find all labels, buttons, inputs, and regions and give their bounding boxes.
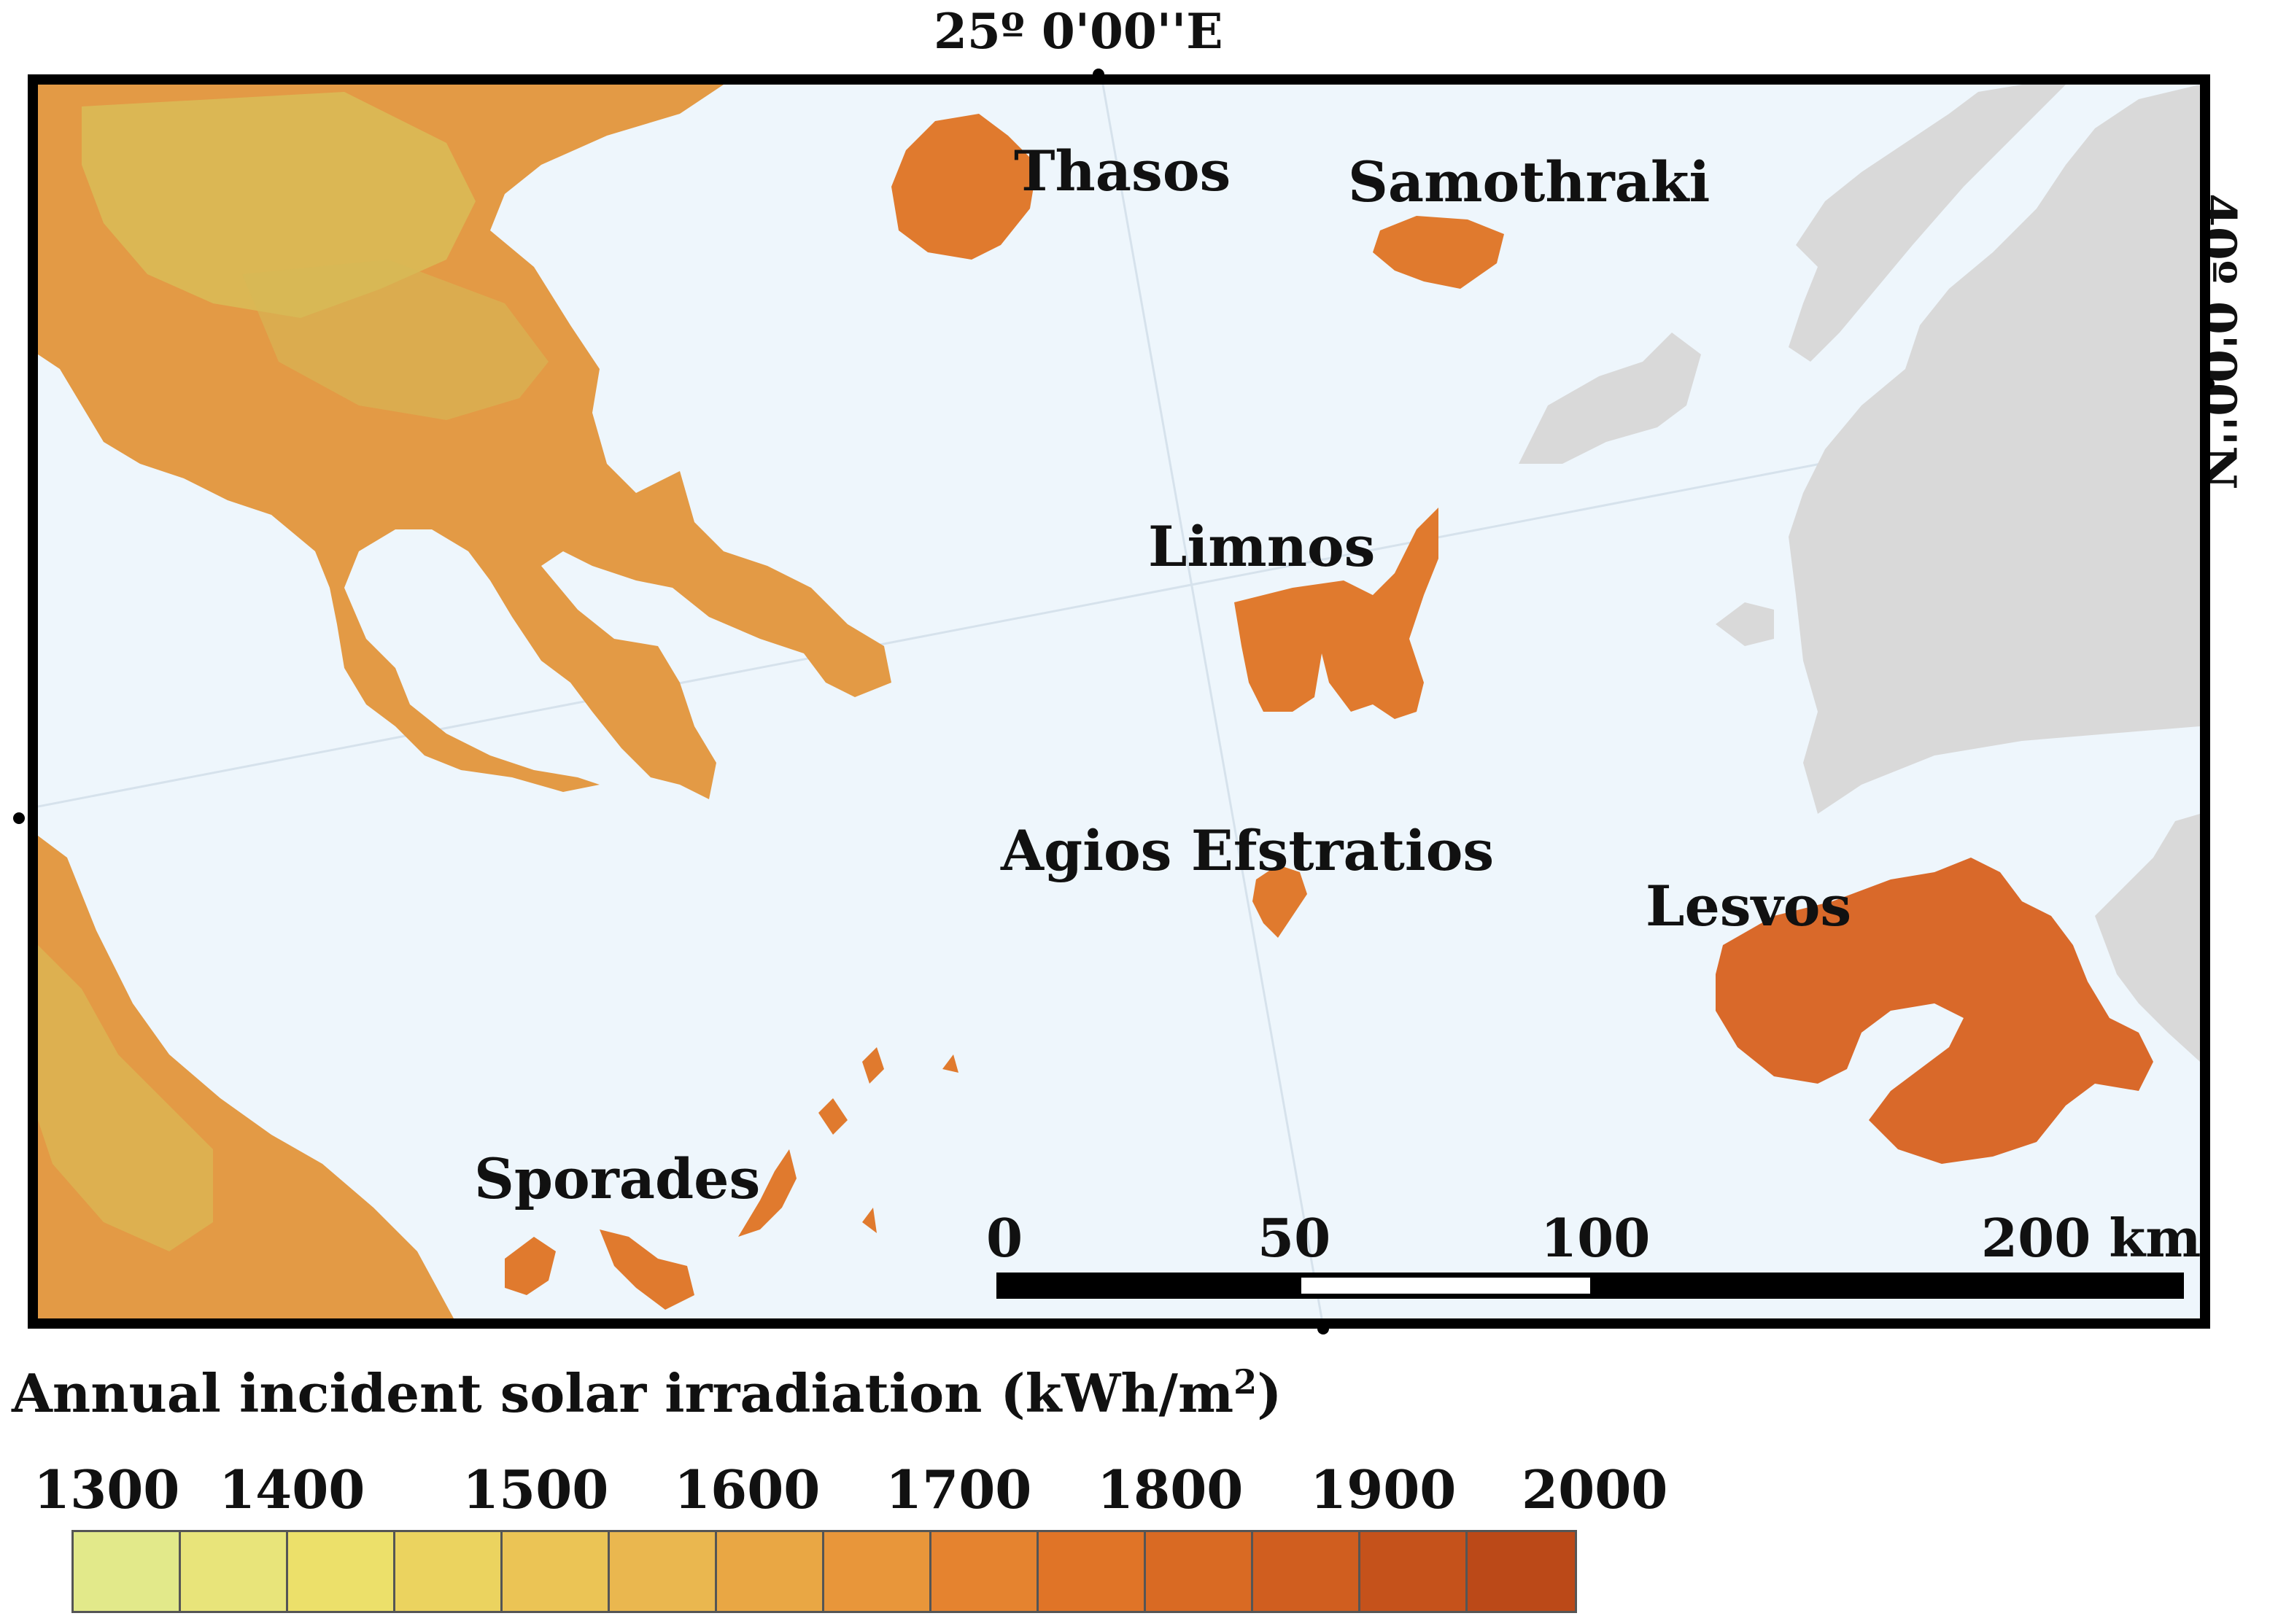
lesvos-island [1716, 858, 2153, 1164]
legend-swatch [395, 1532, 503, 1611]
legend-swatch [1468, 1532, 1575, 1611]
label-agios-efstratios: Agios Efstratios [1001, 818, 1495, 883]
thasos-island [891, 114, 1037, 260]
agios-efstratios-island [1252, 865, 1307, 938]
sporades-island [505, 1237, 556, 1295]
highland-chalkidiki [242, 260, 549, 420]
longitude-label: 25º 0'00''E [934, 3, 1223, 60]
legend-title: Annual incident solar irradiation (kWh/m… [12, 1362, 1282, 1424]
scale-label: 200 km [1981, 1207, 2201, 1269]
legend-tick: 1800 [1097, 1458, 1244, 1520]
legend-color-bar [71, 1530, 1577, 1613]
label-sporades: Sporades [474, 1146, 761, 1211]
limnos-island [1234, 508, 1438, 719]
legend-title-text: Annual incident solar irradiation (kWh/m [12, 1362, 1234, 1424]
legend-swatch [74, 1532, 181, 1611]
frame-tick-bottom [1317, 1323, 1329, 1334]
legend-swatch [1253, 1532, 1360, 1611]
legend-swatch [1146, 1532, 1253, 1611]
legend-swatch [288, 1532, 395, 1611]
legend-swatch [610, 1532, 717, 1611]
legend-tick: 1900 [1310, 1458, 1457, 1520]
legend-tick: 1700 [886, 1458, 1032, 1520]
legend-title-end: ) [1257, 1362, 1282, 1424]
sporades-island [862, 1047, 884, 1084]
legend-swatch [1360, 1532, 1468, 1611]
legend-swatch [824, 1532, 931, 1611]
highland-thessaly [38, 945, 213, 1251]
scale-bar-segment [1301, 1278, 1590, 1294]
legend-tick: 1400 [219, 1458, 365, 1520]
scale-bar-track [996, 1273, 2184, 1299]
sporades-island [738, 1149, 797, 1237]
label-samothraki: Samothraki [1348, 149, 1711, 214]
frame-tick-right [2203, 378, 2215, 389]
legend-swatch [717, 1532, 824, 1611]
scale-label: 0 [986, 1207, 1023, 1269]
legend-title-sup: 2 [1233, 1362, 1258, 1402]
gallipoli-peninsula [1789, 85, 2066, 362]
map-frame [28, 74, 2210, 1329]
map-canvas [38, 85, 2200, 1318]
turkey-east-coast [2095, 814, 2200, 1062]
graticule-line [1101, 85, 1323, 1318]
legend-swatch [181, 1532, 288, 1611]
samothraki-island [1373, 216, 1504, 289]
sporades-island [942, 1054, 958, 1073]
legend-swatch [931, 1532, 1039, 1611]
label-thasos: Thasos [1014, 139, 1231, 203]
imbros-island [1519, 333, 1701, 464]
legend-tick: 2000 [1522, 1458, 1668, 1520]
label-lesvos: Lesvos [1646, 874, 1852, 939]
sporades-island [862, 1208, 877, 1233]
legend-tick: 1600 [674, 1458, 821, 1520]
legend-swatch [1039, 1532, 1146, 1611]
tenedos-island [1716, 602, 1774, 646]
legend-tick: 1300 [34, 1458, 180, 1520]
sporades-island [818, 1098, 848, 1135]
turkey-coast [1789, 85, 2200, 814]
legend-tick: 1500 [462, 1458, 609, 1520]
sporades-island [600, 1229, 694, 1310]
label-limnos: Limnos [1148, 514, 1376, 579]
scale-label: 50 [1258, 1207, 1331, 1269]
legend-swatch [503, 1532, 610, 1611]
scale-label: 100 [1541, 1207, 1651, 1269]
frame-tick-left [13, 812, 25, 824]
frame-tick-top [1093, 69, 1104, 80]
